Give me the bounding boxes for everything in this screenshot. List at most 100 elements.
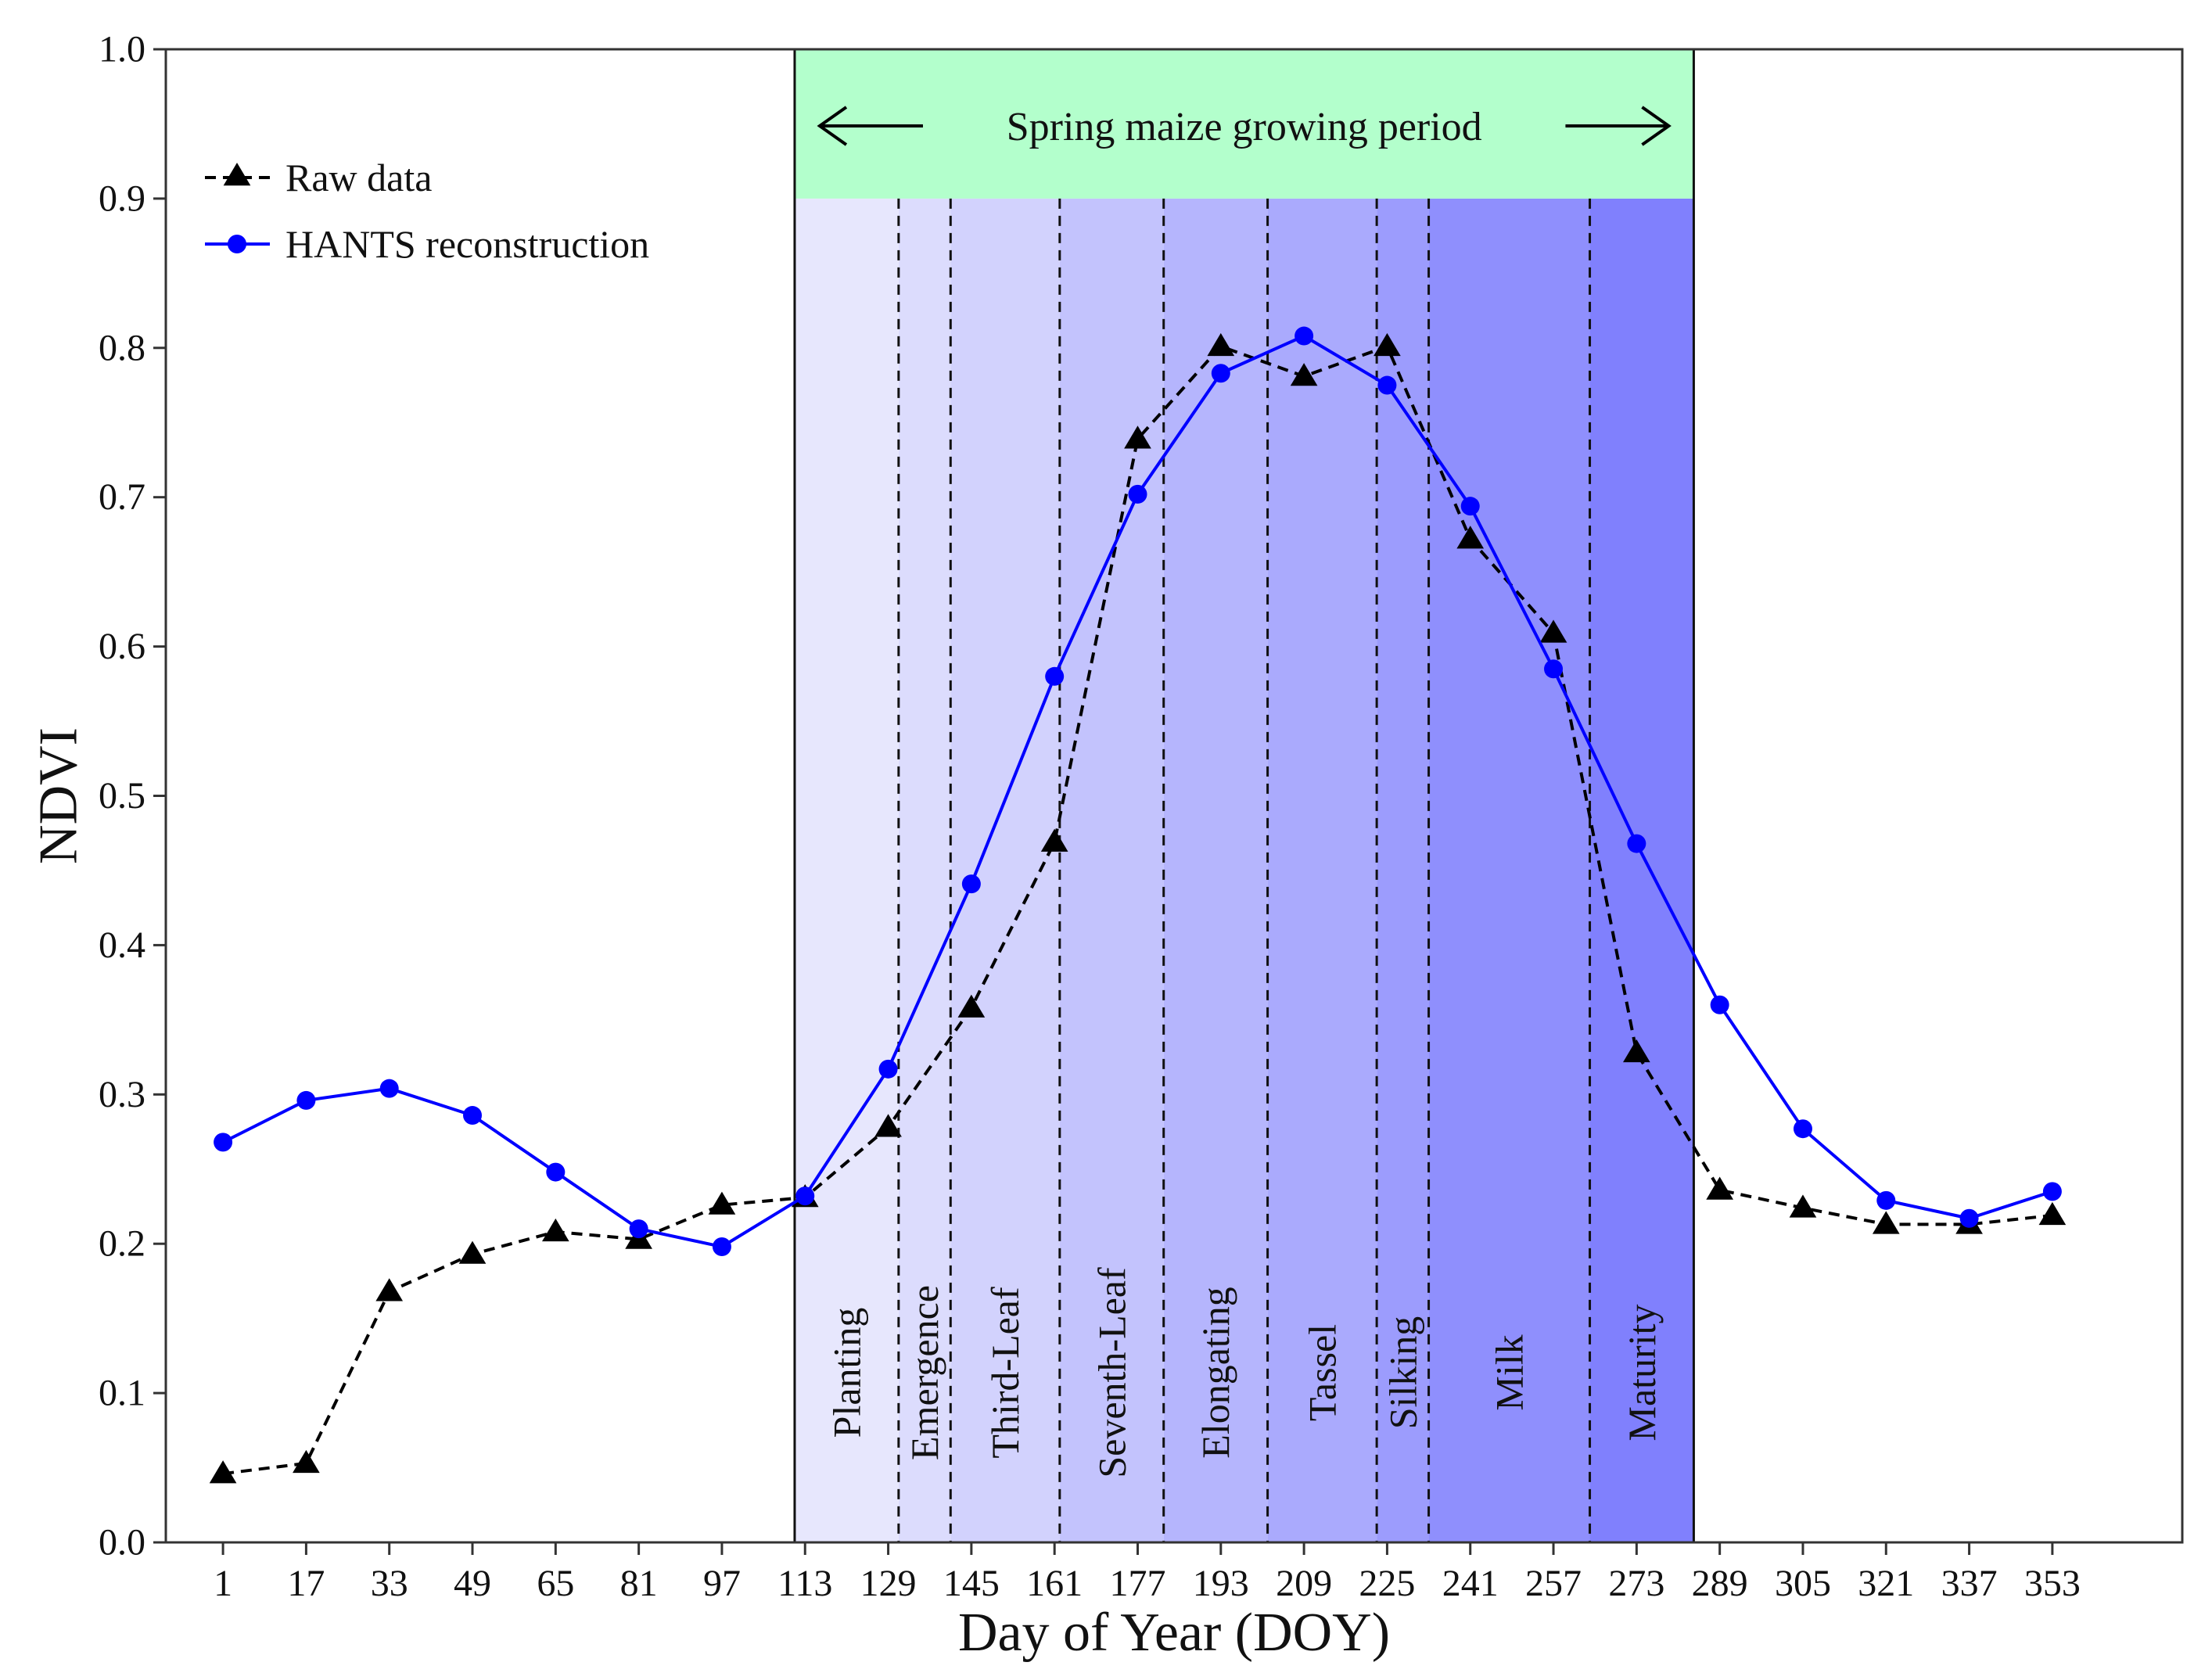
x-tick-label: 97: [703, 1563, 741, 1604]
hants-point: [1544, 659, 1564, 679]
raw-data-point: [375, 1278, 404, 1301]
raw-data-point: [957, 994, 986, 1018]
x-tick-label: 65: [537, 1563, 574, 1604]
x-axis: 1 17 33 49 65 81 97 113 129 145 161 177 193 209 225 241…: [214, 1542, 2081, 1604]
stage-label: Third-Leaf: [983, 1287, 1027, 1459]
x-tick-label: 17: [287, 1563, 325, 1604]
hants-point: [1211, 364, 1230, 383]
legend-triangle-icon: [223, 163, 251, 186]
y-tick-label: 0.4: [99, 924, 145, 966]
hants-point: [1876, 1190, 1896, 1210]
x-tick-label: 337: [1941, 1563, 1998, 1604]
raw-data-point: [1290, 363, 1318, 386]
stage-band: [1267, 198, 1377, 1542]
raw-data-point: [1207, 332, 1235, 357]
stage-band: [1428, 198, 1590, 1542]
stage-label: Tassel: [1300, 1324, 1344, 1421]
raw-data-point: [874, 1114, 902, 1137]
raw-data-point: [541, 1218, 569, 1242]
raw-data-point: [1623, 1039, 1650, 1063]
hants-point: [1128, 484, 1147, 504]
raw-data-point: [2038, 1201, 2067, 1226]
x-tick-label: 81: [620, 1563, 658, 1604]
stage-band: [1163, 198, 1268, 1542]
hants-point: [1627, 834, 1646, 853]
x-tick-label: 33: [371, 1563, 408, 1604]
x-tick-label: 225: [1359, 1563, 1415, 1604]
x-tick-label: 321: [1858, 1563, 1914, 1604]
raw-data-line: [222, 344, 2053, 1476]
stage-label: Elongating: [1194, 1287, 1237, 1458]
x-tick-label: 1: [214, 1563, 232, 1604]
hants-point: [379, 1079, 399, 1098]
stage-divider-lines: [897, 198, 1592, 1542]
raw-data-point: [1872, 1211, 1900, 1234]
legend-raw-label: Raw data: [285, 156, 432, 199]
y-tick-label: 0.5: [99, 775, 145, 817]
hants-point: [2042, 1182, 2062, 1201]
hants-point: [961, 874, 981, 894]
raw-data-point: [1539, 619, 1567, 643]
raw-data-point: [458, 1240, 487, 1264]
legend-hants-label: HANTS reconstruction: [285, 222, 649, 266]
hants-point: [214, 1133, 233, 1152]
raw-data-point: [1040, 828, 1068, 852]
y-tick-label: 0.1: [99, 1373, 145, 1414]
y-tick-label: 0.6: [99, 626, 145, 667]
stage-label: Emergence: [903, 1285, 946, 1460]
hants-point: [1295, 326, 1314, 346]
x-tick-label: 257: [1525, 1563, 1582, 1604]
y-axis: 0.0 0.1 0.2 0.3 0.4 0.5 0.6 0.7 0.8 0.9 1.0: [99, 29, 166, 1564]
stage-label: Maturity: [1620, 1305, 1664, 1441]
raw-data-point: [1706, 1176, 1733, 1200]
x-axis-label: Day of Year (DOY): [958, 1603, 1390, 1663]
hants-point: [712, 1237, 731, 1257]
x-tick-label: 193: [1193, 1563, 1249, 1604]
hants-point: [1377, 375, 1397, 395]
x-tick-label: 145: [943, 1563, 1000, 1604]
raw-data-point: [1124, 425, 1151, 449]
raw-data-point: [1789, 1194, 1817, 1218]
x-tick-label: 129: [860, 1563, 917, 1604]
x-tick-label: 273: [1608, 1563, 1664, 1604]
hants-point: [1460, 497, 1480, 516]
hants-point: [296, 1090, 316, 1110]
y-tick-label: 0.0: [99, 1522, 145, 1564]
growing-period-borders: [793, 49, 1695, 1542]
hants-point: [1710, 995, 1729, 1014]
stage-bands: [794, 198, 1694, 1542]
stage-band: [794, 198, 899, 1542]
hants-point: [1045, 666, 1065, 686]
stage-label: Milk: [1488, 1334, 1532, 1410]
raw-data-point: [1456, 526, 1485, 549]
hants-point: [878, 1059, 898, 1079]
raw-data-point: [1374, 332, 1401, 357]
stage-band: [898, 198, 951, 1542]
stage-label: Planting: [824, 1308, 868, 1438]
y-axis-label: NDVI: [29, 727, 89, 864]
y-tick-label: 0.8: [99, 327, 145, 368]
hants-point: [1959, 1208, 1979, 1228]
y-tick-label: 1.0: [99, 29, 145, 70]
x-tick-label: 161: [1026, 1563, 1083, 1604]
growing-period-band: [794, 49, 1694, 199]
growing-period-label: Spring maize growing period: [1007, 105, 1482, 149]
stage-label: Seventh-Leaf: [1090, 1267, 1133, 1478]
x-tick-label: 209: [1276, 1563, 1332, 1604]
series-hants-reconstruction: [214, 326, 2062, 1257]
stage-label: Silking: [1381, 1316, 1424, 1429]
stage-band: [1589, 198, 1694, 1542]
y-tick-label: 0.7: [99, 476, 145, 518]
legend-circle-icon: [228, 235, 246, 253]
raw-data-point: [209, 1460, 237, 1484]
hants-point: [463, 1106, 483, 1126]
x-tick-label: 353: [2024, 1563, 2081, 1604]
x-tick-label: 113: [777, 1563, 832, 1604]
series-raw-data: [209, 332, 2067, 1484]
y-tick-label: 0.9: [99, 178, 145, 219]
hants-point: [546, 1162, 566, 1182]
x-tick-label: 177: [1109, 1563, 1165, 1604]
left-arrowhead-icon: [817, 106, 848, 146]
x-tick-label: 289: [1692, 1563, 1748, 1604]
